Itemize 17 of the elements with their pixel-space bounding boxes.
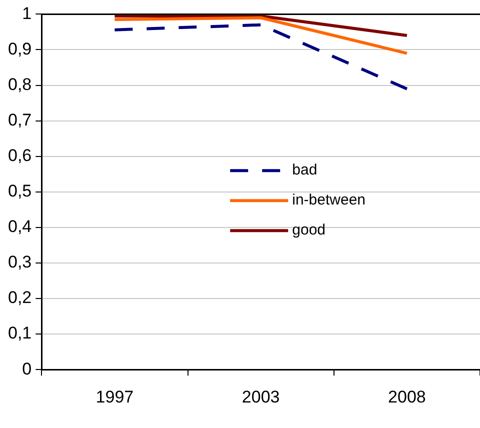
y-tick-label: 0,7 [8,110,32,130]
x-tick-label: 2008 [388,387,426,406]
legend-label: good [292,222,326,239]
legend-label: in-between [292,192,366,209]
y-tick-label: 0,3 [8,252,32,272]
y-tick-label: 0,6 [8,146,32,166]
x-tick-label: 2003 [242,387,280,406]
y-tick-label: 0,8 [8,74,32,94]
y-tick-label: 0,4 [8,217,32,236]
y-tick-label: 1 [22,4,32,23]
legend-label: bad [292,162,318,179]
x-tick-label: 1997 [96,387,134,406]
y-tick-label: 0 [22,359,32,378]
y-tick-label: 0,2 [8,288,32,308]
y-tick-label: 0,5 [8,182,32,201]
y-tick-label: 0,1 [8,324,32,343]
y-tick-label: 0,9 [8,39,32,58]
